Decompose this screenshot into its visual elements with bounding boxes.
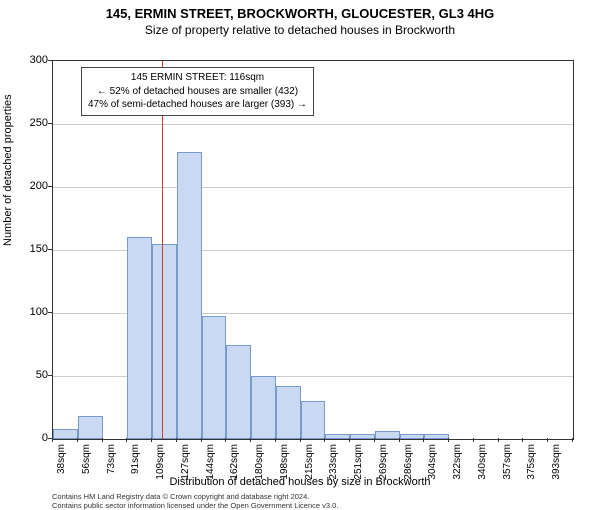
ytick-mark	[48, 375, 52, 376]
xtick-mark	[498, 438, 499, 442]
xtick-mark	[151, 438, 152, 442]
attribution-text: Contains HM Land Registry data © Crown c…	[52, 492, 338, 506]
gridline	[53, 187, 573, 188]
ytick-label: 250	[30, 117, 48, 129]
xtick-mark	[547, 438, 548, 442]
reference-line	[162, 61, 163, 439]
histogram-bar	[375, 431, 400, 439]
xtick-label: 38sqm	[56, 444, 67, 474]
xtick-mark	[522, 438, 523, 442]
xtick-mark	[572, 438, 573, 442]
ytick-mark	[48, 60, 52, 61]
xtick-mark	[374, 438, 375, 442]
histogram-bar	[325, 434, 350, 439]
xtick-mark	[275, 438, 276, 442]
xtick-mark	[300, 438, 301, 442]
histogram-bar	[424, 434, 449, 439]
histogram-bar	[53, 429, 78, 439]
annotation-line2: ← 52% of detached houses are smaller (43…	[88, 85, 307, 99]
annotation-line1: 145 ERMIN STREET: 116sqm	[88, 71, 307, 85]
annotation-line3: 47% of semi-detached houses are larger (…	[88, 98, 307, 112]
xtick-label: 375sqm	[526, 444, 537, 480]
histogram-bar	[152, 244, 177, 439]
xtick-label: 91sqm	[130, 444, 141, 474]
ytick-label: 200	[30, 180, 48, 192]
xtick-label: 393sqm	[551, 444, 562, 480]
xtick-mark	[52, 438, 53, 442]
ytick-mark	[48, 249, 52, 250]
xtick-label: 286sqm	[403, 444, 414, 480]
chart-subtitle: Size of property relative to detached ho…	[0, 23, 600, 37]
xtick-label: 162sqm	[229, 444, 240, 480]
xtick-label: 73sqm	[106, 444, 117, 474]
xtick-label: 127sqm	[180, 444, 191, 480]
histogram-bar	[202, 316, 227, 439]
xtick-label: 340sqm	[477, 444, 488, 480]
xtick-label: 144sqm	[205, 444, 216, 480]
xtick-label: 180sqm	[254, 444, 265, 480]
chart-plot-area: 145 ERMIN STREET: 116sqm ← 52% of detach…	[52, 60, 574, 440]
gridline	[53, 124, 573, 125]
xtick-label: 304sqm	[427, 444, 438, 480]
xtick-mark	[250, 438, 251, 442]
ytick-label: 300	[30, 54, 48, 66]
histogram-bar	[301, 401, 326, 439]
xtick-label: 357sqm	[502, 444, 513, 480]
xtick-label: 56sqm	[81, 444, 92, 474]
ytick-label: 50	[36, 369, 48, 381]
xtick-mark	[473, 438, 474, 442]
xtick-mark	[176, 438, 177, 442]
histogram-bar	[276, 386, 301, 439]
chart-title: 145, ERMIN STREET, BROCKWORTH, GLOUCESTE…	[0, 6, 600, 21]
ytick-mark	[48, 312, 52, 313]
annotation-box: 145 ERMIN STREET: 116sqm ← 52% of detach…	[81, 67, 314, 116]
ytick-mark	[48, 123, 52, 124]
xtick-label: 109sqm	[155, 444, 166, 480]
ytick-label: 100	[30, 306, 48, 318]
xtick-mark	[225, 438, 226, 442]
xtick-label: 215sqm	[304, 444, 315, 480]
xtick-mark	[102, 438, 103, 442]
xtick-label: 198sqm	[279, 444, 290, 480]
histogram-bar	[226, 345, 251, 440]
histogram-bar	[78, 416, 103, 439]
xtick-label: 233sqm	[328, 444, 339, 480]
xtick-mark	[399, 438, 400, 442]
histogram-bar	[400, 434, 425, 439]
histogram-bar	[350, 434, 375, 439]
ytick-label: 150	[30, 243, 48, 255]
x-axis-label: Distribution of detached houses by size …	[0, 476, 600, 488]
ytick-mark	[48, 186, 52, 187]
histogram-bar	[251, 376, 276, 439]
xtick-mark	[324, 438, 325, 442]
xtick-mark	[423, 438, 424, 442]
xtick-mark	[77, 438, 78, 442]
histogram-bar	[177, 152, 202, 439]
xtick-mark	[201, 438, 202, 442]
histogram-bar	[127, 237, 152, 439]
y-axis-label: Number of detached properties	[2, 94, 14, 246]
xtick-mark	[126, 438, 127, 442]
xtick-label: 322sqm	[452, 444, 463, 480]
xtick-mark	[448, 438, 449, 442]
xtick-label: 251sqm	[353, 444, 364, 480]
xtick-mark	[349, 438, 350, 442]
xtick-label: 269sqm	[378, 444, 389, 480]
